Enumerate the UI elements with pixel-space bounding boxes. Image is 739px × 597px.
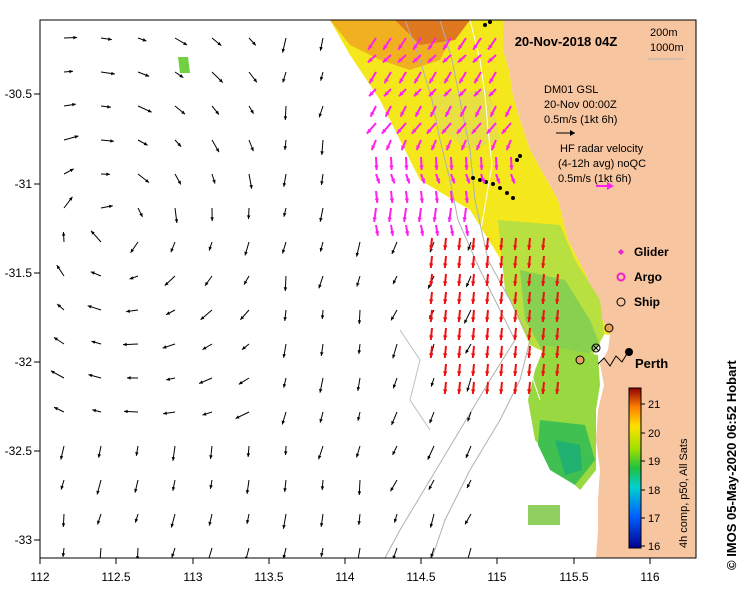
y-axis: -30.5 -31 -31.5 -32 -32.5 -33 xyxy=(5,87,40,547)
y-tick-label: -30.5 xyxy=(5,87,33,101)
radar-scale-label: 0.5m/s (1kt 6h) xyxy=(558,173,631,185)
ship-marker xyxy=(605,324,613,332)
x-tick-label: 112.5 xyxy=(101,570,130,584)
model-time-label: 20-Nov 00:00Z xyxy=(544,99,617,111)
radar-source-label: HF radar velocity xyxy=(560,143,644,155)
glider-legend-label: Glider xyxy=(634,245,669,259)
radar-avg-label: (4-12h avg) noQC xyxy=(558,158,646,170)
colorbar-title: 4h comp, p50, All Sats xyxy=(678,438,690,548)
x-tick-label: 114 xyxy=(335,570,354,584)
ship-marker xyxy=(576,356,584,364)
ship-legend-label: Ship xyxy=(634,295,660,309)
y-tick-label: -33 xyxy=(15,533,33,547)
colorbar-tick-label: 21 xyxy=(648,399,660,411)
y-tick-label: -32.5 xyxy=(5,444,33,458)
x-tick-label: 113 xyxy=(183,570,202,584)
contour-label-200m: 200m xyxy=(650,27,678,39)
y-tick-label: -32 xyxy=(15,355,33,369)
x-tick-label: 112 xyxy=(30,570,49,584)
colorbar-gradient xyxy=(629,388,641,548)
x-tick-label: 116 xyxy=(640,570,659,584)
x-tick-label: 114.5 xyxy=(406,570,435,584)
map-title: 20-Nov-2018 04Z xyxy=(515,34,618,49)
colorbar-tick-label: 17 xyxy=(648,513,660,525)
y-tick-label: -31.5 xyxy=(5,266,33,280)
model-source-label: DM01 GSL xyxy=(544,84,598,96)
city-label-perth: Perth xyxy=(635,356,668,371)
colorbar-tick-label: 20 xyxy=(648,428,660,440)
x-tick-label: 115 xyxy=(487,570,506,584)
perth-marker xyxy=(625,348,633,356)
x-axis: 112 112.5 113 113.5 114 114.5 115 115.5 … xyxy=(30,558,659,584)
colorbar-tick-label: 18 xyxy=(648,485,660,497)
colorbar-tick-label: 16 xyxy=(648,541,660,553)
contour-label-1000m: 1000m xyxy=(650,42,684,54)
x-tick-label: 113.5 xyxy=(254,570,283,584)
credit-text: © IMOS 05-May-2020 06:52 Hobart xyxy=(724,360,739,570)
model-scale-label: 0.5m/s (1kt 6h) xyxy=(544,114,617,126)
colorbar-tick-label: 19 xyxy=(648,456,660,468)
x-tick-label: 115.5 xyxy=(559,570,588,584)
argo-legend-label: Argo xyxy=(634,270,662,284)
y-tick-label: -31 xyxy=(15,177,33,191)
